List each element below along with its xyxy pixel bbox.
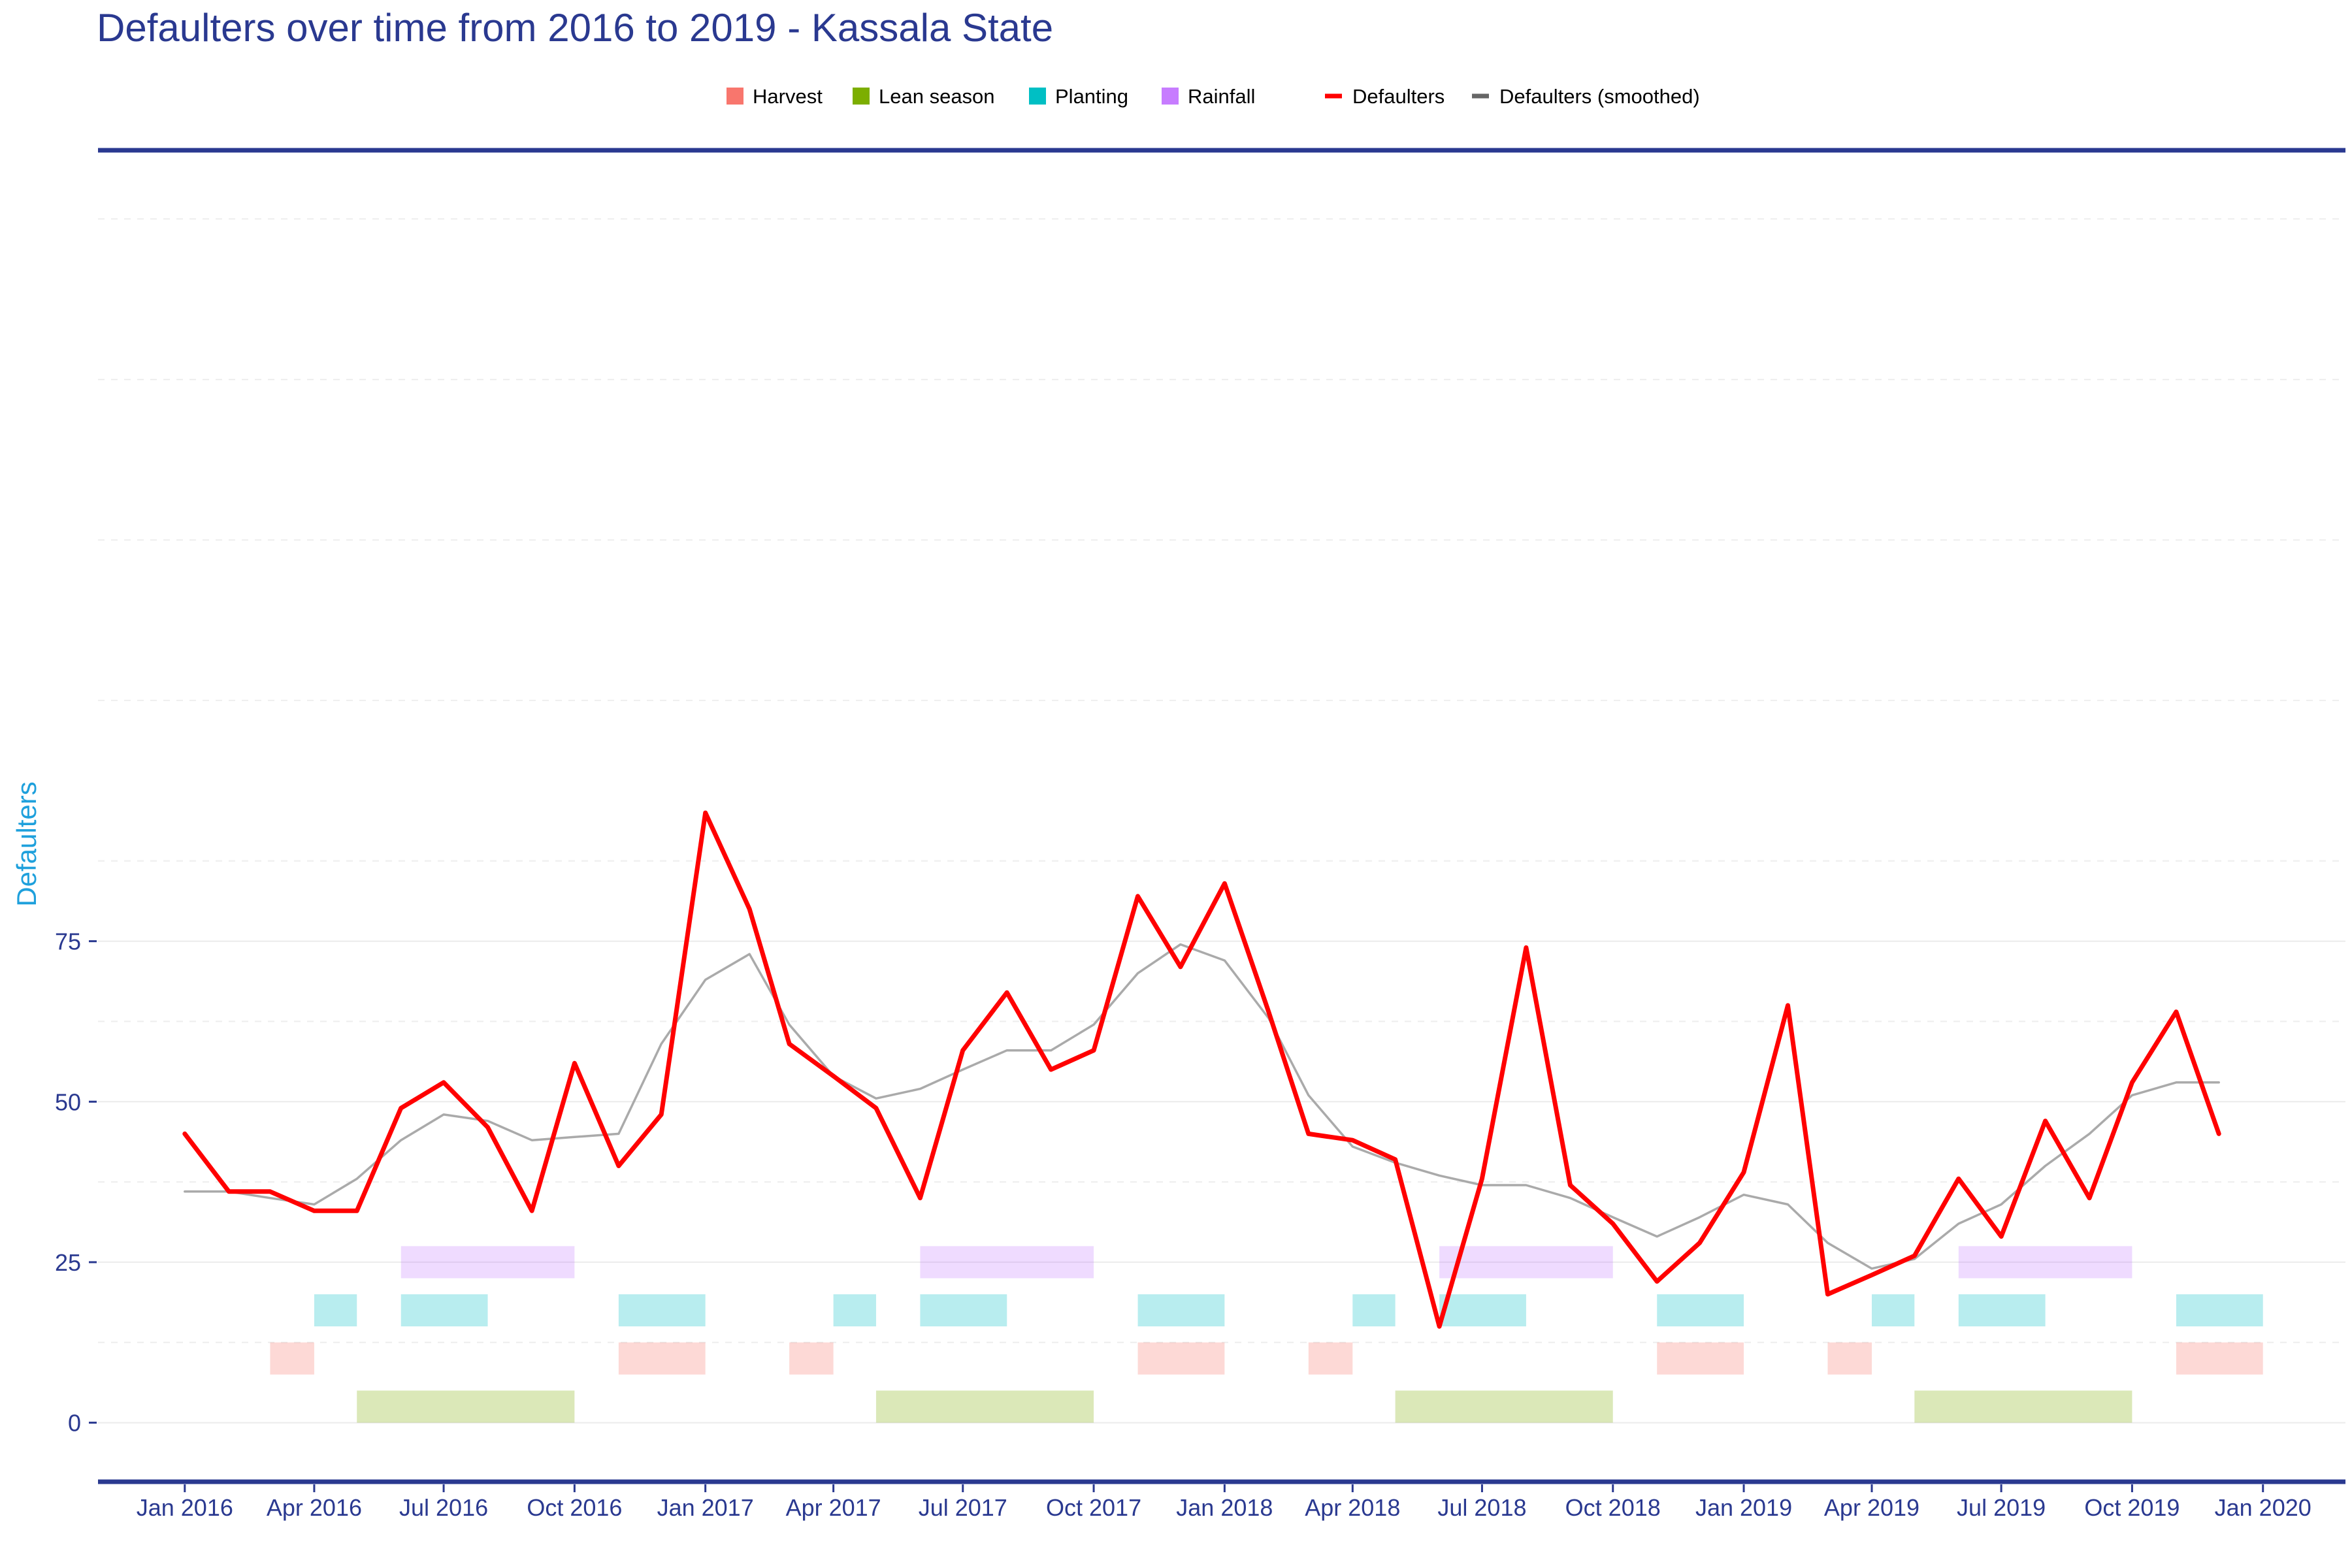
x-tick-label: Jul 2018 <box>1437 1494 1526 1521</box>
season-band-planting <box>2176 1294 2263 1327</box>
x-tick-label: Apr 2016 <box>267 1494 362 1521</box>
x-tick-label: Jul 2016 <box>399 1494 488 1521</box>
season-band-harvest <box>1137 1342 1225 1375</box>
legend-label: Rainfall <box>1188 85 1255 108</box>
x-tick-label: Oct 2019 <box>2084 1494 2180 1521</box>
x-tick-label: Jan 2018 <box>1176 1494 1273 1521</box>
legend-key-rainfall <box>1162 88 1179 105</box>
season-band-harvest <box>1308 1342 1353 1375</box>
legend-item-defaulters-smoothed: Defaulters (smoothed) <box>1472 85 1700 108</box>
season-band-planting <box>1439 1294 1526 1327</box>
axes: Jan 2016 Apr 2016 Jul 2016 Oct 2016 Jan 2017… <box>55 148 2345 1521</box>
season-band-harvest <box>1657 1342 1744 1375</box>
x-tick-label: Oct 2016 <box>527 1494 622 1521</box>
legend-key-lean-season <box>853 88 870 105</box>
season-band-planting <box>833 1294 876 1327</box>
season-band-planting <box>1958 1294 2046 1327</box>
season-band-rainfall <box>1439 1246 1613 1279</box>
season-band-rainfall <box>920 1246 1094 1279</box>
x-tick-label: Jan 2016 <box>137 1494 233 1521</box>
season-band-harvest <box>1827 1342 1872 1375</box>
season-band-lean-season <box>357 1390 575 1423</box>
legend-item-lean-season: Lean season <box>853 85 995 108</box>
legend-item-planting: Planting <box>1029 85 1128 108</box>
season-bands <box>270 1246 2263 1423</box>
season-band-rainfall <box>400 1246 575 1279</box>
legend-key-planting <box>1029 88 1046 105</box>
season-band-planting <box>1137 1294 1225 1327</box>
y-axis-title: Defaulters <box>11 781 42 906</box>
x-tick-label: Oct 2018 <box>1565 1494 1661 1521</box>
season-band-planting <box>314 1294 357 1327</box>
legend-label: Defaulters <box>1352 85 1445 108</box>
y-tick-label: 50 <box>55 1088 81 1115</box>
season-band-harvest <box>270 1342 314 1375</box>
season-band-harvest <box>618 1342 706 1375</box>
season-band-planting <box>400 1294 488 1327</box>
x-tick-label: Apr 2018 <box>1305 1494 1400 1521</box>
season-band-rainfall <box>1958 1246 2132 1279</box>
legend-label: Defaulters (smoothed) <box>1499 85 1700 108</box>
legend-item-rainfall: Rainfall <box>1162 85 1255 108</box>
grid <box>98 218 2345 1424</box>
legend: Harvest Lean season Planting Rainfall Defaul… <box>727 85 1700 108</box>
x-tick-label: Apr 2017 <box>786 1494 881 1521</box>
series-lines <box>182 810 2221 1329</box>
y-tick-label: 25 <box>55 1249 81 1276</box>
x-tick-label: Jan 2017 <box>657 1494 754 1521</box>
y-tick-label: 75 <box>55 928 81 955</box>
x-tick-label: Jul 2017 <box>919 1494 1007 1521</box>
legend-item-harvest: Harvest <box>727 85 823 108</box>
legend-label: Planting <box>1055 85 1128 108</box>
legend-label: Lean season <box>879 85 995 108</box>
season-band-planting <box>1352 1294 1396 1327</box>
season-band-harvest <box>789 1342 834 1375</box>
legend-label: Harvest <box>753 85 823 108</box>
season-band-lean-season <box>1914 1390 2132 1423</box>
legend-item-defaulters: Defaulters <box>1325 85 1445 108</box>
series-line-defaulters <box>182 810 2221 1329</box>
season-band-planting <box>1871 1294 1915 1327</box>
x-tick-label: Jul 2019 <box>1957 1494 2046 1521</box>
x-tick-label: Jan 2020 <box>2215 1494 2311 1521</box>
x-tick-label: Oct 2017 <box>1046 1494 1141 1521</box>
season-band-lean-season <box>1395 1390 1613 1423</box>
season-band-planting <box>618 1294 706 1327</box>
y-tick-label: 0 <box>68 1410 81 1437</box>
chart-title: Defaulters over time from 2016 to 2019 -… <box>97 6 1054 50</box>
season-band-lean-season <box>875 1390 1094 1423</box>
season-band-planting <box>920 1294 1007 1327</box>
season-band-planting <box>1657 1294 1744 1327</box>
legend-key-harvest <box>727 88 743 105</box>
x-tick-label: Apr 2019 <box>1824 1494 1919 1521</box>
series-line-defaulters-smoothed <box>184 943 2220 1270</box>
x-tick-label: Jan 2019 <box>1695 1494 1792 1521</box>
season-band-harvest <box>2176 1342 2263 1375</box>
